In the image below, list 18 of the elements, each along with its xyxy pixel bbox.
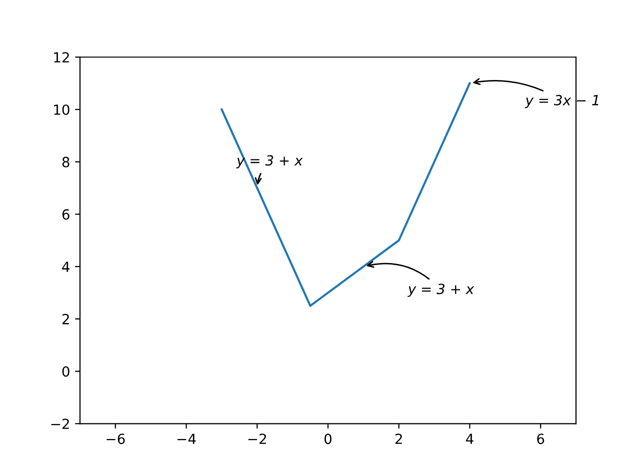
- annotation: y = 3 + x: [236, 155, 303, 168]
- y-tick-label: 12: [54, 52, 69, 62]
- x-tick-label: −2: [248, 434, 266, 444]
- x-tick-label: −6: [106, 434, 125, 444]
- y-tick-label: 8: [62, 156, 70, 168]
- x-tick-label: 2: [395, 434, 402, 444]
- y-tick-label: 4: [62, 262, 70, 272]
- y-tick-label: 6: [62, 209, 70, 220]
- y-tick-label: 0: [62, 366, 70, 377]
- x-tick-label: 4: [466, 434, 474, 444]
- y-tick-label: −2: [51, 418, 69, 429]
- annotation: y = 3 + x: [408, 284, 474, 297]
- y-tick-label: 10: [54, 104, 70, 115]
- y-tick-label: 2: [62, 314, 69, 324]
- x-tick-label: −4: [178, 434, 196, 444]
- x-tick-label: 0: [324, 434, 332, 444]
- x-tick-label: 6: [537, 434, 544, 444]
- annotation: y = 3x − 1: [524, 94, 598, 108]
